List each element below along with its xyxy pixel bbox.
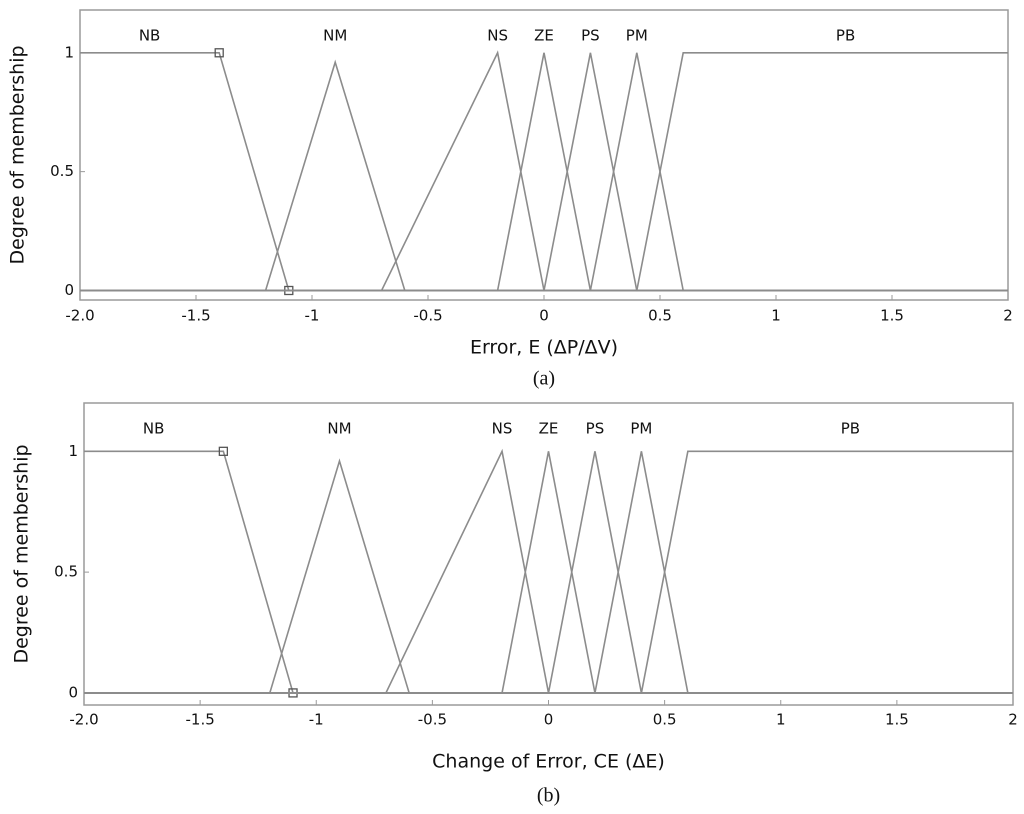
x-axis-label: Error, E (ΔP/ΔV) xyxy=(470,337,618,359)
x-tick-label: -0.5 xyxy=(413,307,442,325)
series-label: PB xyxy=(836,27,855,45)
series-label: PB xyxy=(841,420,860,438)
y-tick-label: 0 xyxy=(64,281,74,299)
membership-line xyxy=(84,458,1013,694)
y-tick-label: 0 xyxy=(68,683,78,701)
series-label: ZE xyxy=(539,420,559,438)
x-axis-label: Change of Error, CE (ΔE) xyxy=(432,751,665,773)
x-tick-label: -1 xyxy=(305,307,320,325)
membership-line xyxy=(80,52,1008,292)
membership-line xyxy=(80,52,1008,292)
x-tick-label: 0 xyxy=(539,307,549,325)
series-label: PS xyxy=(586,420,605,438)
marker xyxy=(214,48,224,58)
x-tick-label: -2.0 xyxy=(69,711,98,729)
series-label: PM xyxy=(626,27,648,45)
x-tick-label: 2 xyxy=(1008,711,1018,729)
membership-line xyxy=(80,52,1008,292)
membership-line xyxy=(84,451,1013,694)
caption: (b) xyxy=(537,785,560,807)
membership-line xyxy=(84,450,1013,694)
series-label: PM xyxy=(630,420,652,438)
x-tick-label: -1.5 xyxy=(185,711,214,729)
membership-line xyxy=(84,448,1013,694)
y-tick-label: 1 xyxy=(68,442,78,460)
membership-line xyxy=(84,450,1013,694)
membership-line xyxy=(80,50,1008,292)
series-label: PS xyxy=(581,27,600,45)
membership-line xyxy=(80,59,1008,292)
y-tick-label: 0.5 xyxy=(54,563,78,581)
x-tick-label: 2 xyxy=(1003,307,1013,325)
x-tick-label: -1 xyxy=(309,711,324,729)
series-label: NS xyxy=(492,420,513,438)
x-tick-label: 1 xyxy=(776,711,786,729)
series-label: NM xyxy=(327,420,351,438)
y-axis-label: Degree of membership xyxy=(11,444,33,663)
membership-line xyxy=(84,451,1013,694)
membership-line xyxy=(80,51,1008,292)
y-axis-label: Degree of membership xyxy=(7,45,29,264)
marker xyxy=(218,446,229,456)
x-tick-label: -0.5 xyxy=(418,711,447,729)
caption: (a) xyxy=(533,368,555,390)
x-tick-label: 1.5 xyxy=(880,307,904,325)
y-tick-label: 1 xyxy=(64,43,74,61)
x-tick-label: 0 xyxy=(544,711,554,729)
series-label: NM xyxy=(323,27,347,45)
series-label: NB xyxy=(139,27,161,45)
y-tick-label: 0.5 xyxy=(50,162,74,180)
series-label: NB xyxy=(143,420,165,438)
x-tick-label: -2.0 xyxy=(65,307,94,325)
x-tick-label: 0.5 xyxy=(653,711,677,729)
x-tick-label: 0.5 xyxy=(648,307,672,325)
membership-line xyxy=(80,51,1008,292)
x-tick-label: 1 xyxy=(771,307,781,325)
series-label: ZE xyxy=(534,27,554,45)
series-label: NS xyxy=(487,27,508,45)
membership-line xyxy=(84,451,1013,694)
x-tick-label: -1.5 xyxy=(181,307,210,325)
plot-frame xyxy=(83,402,1014,706)
x-tick-label: 1.5 xyxy=(885,711,909,729)
